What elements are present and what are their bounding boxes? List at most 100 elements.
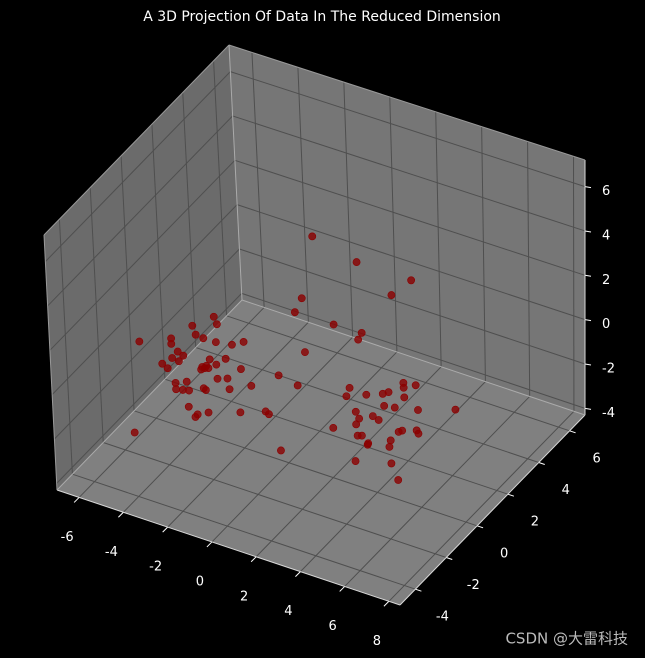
grid-line bbox=[230, 71, 586, 188]
point bbox=[168, 354, 177, 362]
point bbox=[185, 386, 193, 395]
point bbox=[205, 355, 214, 364]
x-tick bbox=[383, 600, 390, 607]
grid-line bbox=[123, 321, 309, 513]
z-tick-label: -2 bbox=[602, 362, 615, 377]
point bbox=[277, 446, 285, 455]
z-tick-label: -4 bbox=[602, 406, 615, 421]
point bbox=[329, 320, 338, 329]
point bbox=[293, 381, 302, 390]
point bbox=[247, 381, 256, 390]
pane-edge bbox=[43, 234, 58, 491]
point bbox=[201, 386, 210, 394]
point bbox=[130, 428, 139, 437]
y-tick-label: -4 bbox=[436, 610, 449, 625]
grid-line bbox=[89, 187, 104, 443]
point bbox=[191, 330, 200, 339]
point bbox=[174, 357, 183, 366]
point bbox=[412, 426, 421, 435]
point bbox=[301, 348, 309, 357]
grid-line bbox=[232, 115, 586, 232]
pane-edge bbox=[228, 44, 586, 161]
point bbox=[211, 338, 220, 347]
z-tick bbox=[584, 186, 592, 189]
pane-edge bbox=[228, 44, 243, 301]
point bbox=[342, 392, 351, 401]
grid-line bbox=[527, 141, 531, 397]
point bbox=[239, 338, 248, 346]
point bbox=[352, 420, 361, 429]
point bbox=[223, 374, 232, 383]
grid-line bbox=[481, 126, 486, 382]
x-tick bbox=[295, 571, 301, 577]
floor-pane bbox=[57, 300, 585, 605]
grid-line bbox=[56, 292, 243, 484]
point bbox=[387, 291, 396, 299]
y-tick bbox=[538, 462, 545, 465]
point bbox=[135, 337, 144, 346]
z-tick bbox=[584, 407, 592, 410]
point bbox=[362, 390, 371, 399]
point bbox=[354, 335, 363, 344]
point bbox=[221, 354, 230, 363]
point bbox=[204, 408, 213, 417]
grid-line bbox=[72, 473, 416, 590]
x-tick-label: 0 bbox=[196, 574, 204, 589]
point bbox=[237, 365, 245, 373]
point bbox=[182, 377, 191, 386]
point bbox=[451, 405, 460, 414]
grid-line bbox=[344, 396, 531, 587]
grid-line bbox=[226, 315, 570, 432]
point bbox=[358, 431, 366, 440]
axis-line bbox=[56, 489, 401, 606]
pane-edge bbox=[43, 44, 230, 236]
point bbox=[385, 442, 394, 451]
point bbox=[407, 276, 416, 285]
z-tick-label: 4 bbox=[602, 228, 610, 243]
point bbox=[329, 423, 338, 432]
x-tick bbox=[162, 526, 168, 533]
grid-line bbox=[49, 159, 236, 351]
point bbox=[380, 401, 389, 410]
grid-line bbox=[47, 115, 233, 307]
pane-edge bbox=[56, 299, 243, 491]
grid-line bbox=[133, 410, 478, 527]
x-tick bbox=[250, 556, 257, 563]
grid-line bbox=[182, 92, 197, 348]
pane-edge bbox=[241, 299, 586, 416]
z-tick bbox=[584, 319, 592, 322]
grid-line bbox=[78, 307, 265, 498]
point bbox=[352, 258, 361, 266]
x-tick-label: 6 bbox=[329, 619, 337, 634]
x-tick-label: 2 bbox=[240, 589, 248, 604]
z-tick bbox=[584, 274, 592, 277]
grid-line bbox=[239, 248, 586, 365]
grid-line bbox=[151, 124, 166, 380]
point bbox=[172, 385, 180, 394]
point bbox=[368, 412, 377, 420]
grid-line bbox=[164, 378, 509, 495]
point bbox=[198, 363, 207, 371]
point bbox=[188, 321, 197, 330]
point bbox=[357, 328, 366, 337]
grid-line bbox=[389, 96, 398, 352]
grid-line bbox=[54, 248, 240, 440]
y-tick bbox=[476, 525, 484, 529]
x-tick-label: -6 bbox=[61, 530, 74, 545]
watermark: CSDN @大雷科技 bbox=[505, 630, 628, 648]
point bbox=[364, 439, 373, 448]
z-tick-label: 2 bbox=[602, 273, 610, 288]
grid-line bbox=[297, 67, 309, 323]
point bbox=[394, 476, 403, 484]
grid-line bbox=[343, 82, 354, 338]
point bbox=[274, 371, 283, 380]
point bbox=[308, 232, 317, 241]
point bbox=[390, 403, 399, 412]
point bbox=[213, 374, 222, 383]
point bbox=[261, 407, 270, 416]
point bbox=[290, 308, 299, 317]
point bbox=[399, 378, 408, 387]
x-tick-label: 8 bbox=[373, 634, 381, 649]
grid-line bbox=[51, 204, 238, 396]
